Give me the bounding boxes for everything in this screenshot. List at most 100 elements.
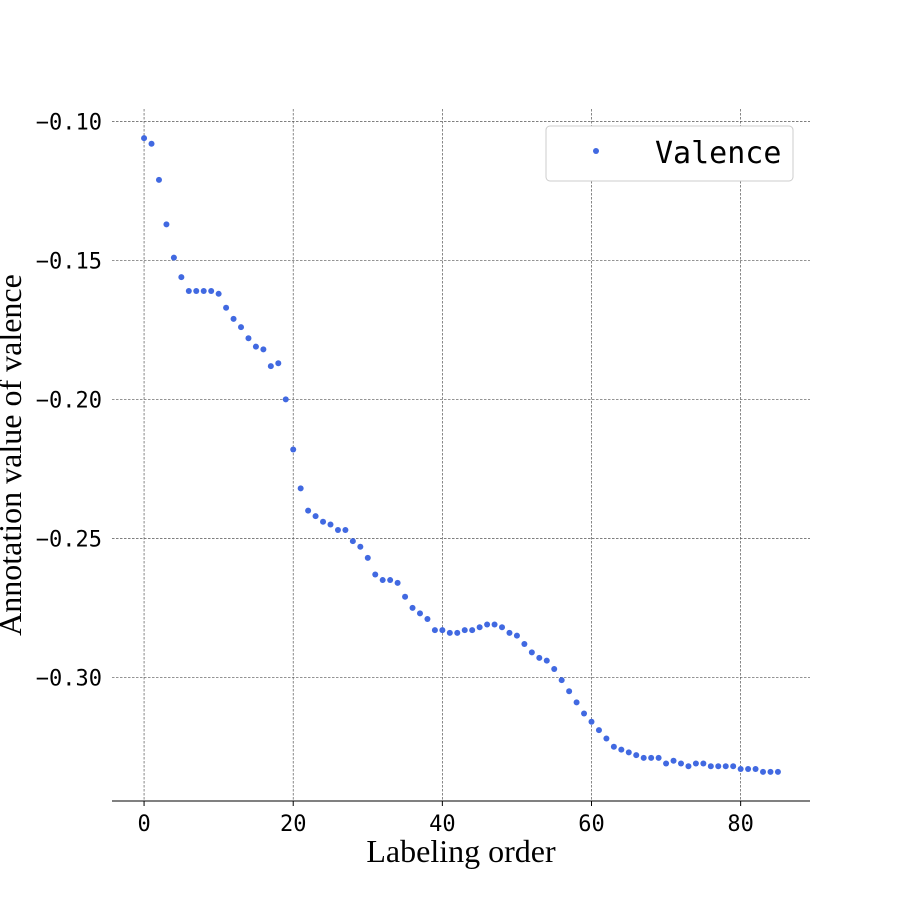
data-point	[446, 629, 453, 636]
x-tick-label: 40	[429, 812, 456, 837]
data-point	[610, 743, 617, 750]
data-point	[260, 346, 267, 353]
data-point	[364, 554, 371, 561]
data-point	[640, 754, 647, 761]
data-point	[677, 760, 684, 767]
data-point	[245, 335, 252, 342]
data-point	[670, 757, 677, 764]
data-point	[267, 363, 274, 370]
data-point	[558, 677, 565, 684]
y-tick-label: −0.20	[36, 388, 102, 413]
data-point	[618, 746, 625, 753]
legend: Valence	[545, 125, 794, 182]
x-tick-label: 0	[137, 812, 150, 837]
data-point	[543, 657, 550, 664]
data-point	[312, 513, 319, 520]
data-point	[685, 763, 692, 770]
data-point	[692, 760, 699, 767]
data-point	[416, 610, 423, 617]
data-point	[551, 665, 558, 672]
data-point	[491, 621, 498, 628]
data-point	[409, 604, 416, 611]
data-point	[774, 768, 781, 775]
data-point	[439, 627, 446, 634]
data-point	[402, 593, 409, 600]
data-point	[573, 699, 580, 706]
data-point	[648, 754, 655, 761]
data-point	[238, 324, 245, 331]
data-point	[155, 176, 162, 183]
data-point	[663, 760, 670, 767]
data-point	[387, 577, 394, 584]
data-point	[707, 763, 714, 770]
data-point	[305, 507, 312, 514]
data-point	[185, 288, 192, 295]
data-point	[536, 654, 543, 661]
data-point	[655, 754, 662, 761]
data-point	[745, 766, 752, 773]
data-point	[141, 135, 148, 142]
data-points	[141, 135, 781, 775]
y-axis-label: Annotation value of valence	[0, 274, 28, 636]
data-point	[252, 343, 259, 350]
data-point	[230, 315, 237, 322]
data-point	[334, 527, 341, 534]
data-point	[290, 446, 297, 453]
x-tick-label: 60	[578, 812, 605, 837]
data-point	[566, 688, 573, 695]
data-point	[752, 766, 759, 773]
y-tick-label: −0.30	[36, 666, 102, 691]
data-point	[454, 629, 461, 636]
data-point	[275, 360, 282, 367]
legend-marker	[593, 148, 599, 154]
data-point	[476, 624, 483, 631]
data-point	[588, 718, 595, 725]
x-tick-label: 20	[280, 812, 307, 837]
data-point	[215, 290, 222, 297]
data-point	[767, 768, 774, 775]
data-point	[581, 710, 588, 717]
data-point	[200, 288, 207, 295]
data-point	[424, 615, 431, 622]
data-point	[722, 763, 729, 770]
y-axis-ticks: −0.10 −0.15 −0.20 −0.25 −0.30	[36, 111, 102, 692]
data-point	[506, 629, 513, 636]
data-point	[208, 288, 215, 295]
data-point	[148, 140, 155, 147]
data-point	[431, 627, 438, 634]
data-point	[760, 768, 767, 775]
data-point	[461, 627, 468, 634]
data-point	[595, 727, 602, 734]
legend-label-valence: Valence	[655, 136, 781, 171]
data-point	[223, 304, 230, 311]
data-point	[521, 640, 528, 647]
data-point	[372, 571, 379, 578]
data-point	[163, 221, 170, 228]
data-point	[633, 752, 640, 759]
y-tick-label: −0.15	[36, 249, 102, 274]
data-point	[513, 632, 520, 639]
data-point	[170, 254, 177, 261]
data-point	[379, 577, 386, 584]
data-point	[730, 763, 737, 770]
data-point	[349, 538, 356, 545]
data-point	[469, 627, 476, 634]
grid-lines	[112, 109, 810, 801]
y-tick-label: −0.10	[36, 111, 102, 136]
data-point	[297, 485, 304, 492]
legend-box	[545, 125, 794, 182]
data-point	[282, 396, 289, 403]
data-point	[394, 579, 401, 586]
data-point	[715, 763, 722, 770]
data-point	[700, 760, 707, 767]
data-point	[737, 766, 744, 773]
data-point	[528, 649, 535, 656]
y-tick-label: −0.25	[36, 527, 102, 552]
data-point	[193, 288, 200, 295]
data-point	[342, 527, 349, 534]
data-point	[178, 274, 185, 281]
x-axis-label: Labeling order	[366, 833, 556, 869]
data-point	[357, 543, 364, 550]
data-point	[320, 518, 327, 525]
